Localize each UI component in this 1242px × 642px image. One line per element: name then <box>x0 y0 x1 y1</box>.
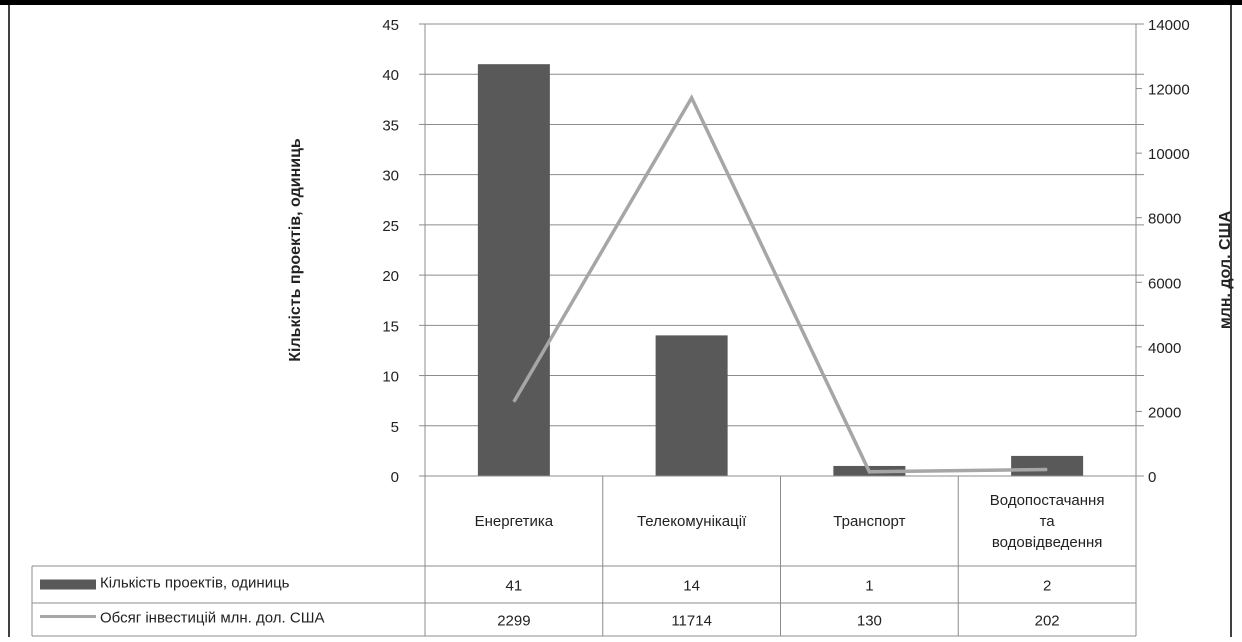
line-point <box>868 471 870 473</box>
bar <box>655 335 728 476</box>
bar <box>1011 455 1084 476</box>
line-point <box>513 401 515 403</box>
legend-label: Обсяг інвестицій млн. дол. США <box>100 610 324 627</box>
y-tick-label: 5 <box>391 419 399 436</box>
y-tick-label: 35 <box>382 117 399 134</box>
x-tick-label: Водопостачання <box>990 492 1105 509</box>
x-tick-label: та <box>1040 513 1056 530</box>
investment-line <box>512 94 1048 474</box>
table-value: 202 <box>1035 613 1060 630</box>
y-tick-label: 0 <box>391 469 399 486</box>
y2-tick-label: 8000 <box>1148 211 1181 228</box>
table-value: 14 <box>683 578 700 595</box>
top-border <box>0 0 1242 5</box>
table-value: 41 <box>506 578 523 595</box>
y2-tick-label: 4000 <box>1148 340 1181 357</box>
x-tick-label: Енергетика <box>475 513 554 530</box>
line-point <box>1046 468 1048 470</box>
table-value: 1 <box>865 578 873 595</box>
y2-axis-title: млн. дол. США <box>1217 210 1234 329</box>
table-value: 2299 <box>497 613 530 630</box>
y-tick-label: 15 <box>382 318 399 335</box>
y2-tick-label: 10000 <box>1148 146 1190 163</box>
y2-tick-label: 0 <box>1148 469 1156 486</box>
x-tick-label: водовідведення <box>992 534 1103 551</box>
table-value: 11714 <box>671 613 712 630</box>
x-tick-label: Телекомунікації <box>637 513 747 530</box>
y2-tick-label: 2000 <box>1148 404 1181 421</box>
y-axis-title: Кількість проектів, одиниць <box>287 138 304 362</box>
y-tick-label: 40 <box>382 67 399 84</box>
y-tick-label: 20 <box>382 268 399 285</box>
table-value: 130 <box>857 613 882 630</box>
y-tick-label: 45 <box>382 17 399 34</box>
bar <box>477 64 550 476</box>
y-tick-label: 25 <box>382 218 399 235</box>
table-value: 2 <box>1043 578 1051 595</box>
y2-tick-label: 12000 <box>1148 82 1190 99</box>
y-tick-label: 30 <box>382 168 399 185</box>
y-tick-label: 10 <box>382 369 399 386</box>
legend-label: Кількість проектів, одиниць <box>100 575 290 592</box>
legend-key-bar <box>40 579 96 590</box>
line-point <box>691 97 693 99</box>
y2-tick-label: 14000 <box>1148 17 1190 34</box>
y2-tick-label: 6000 <box>1148 275 1181 292</box>
x-tick-label: Транспорт <box>833 513 905 530</box>
